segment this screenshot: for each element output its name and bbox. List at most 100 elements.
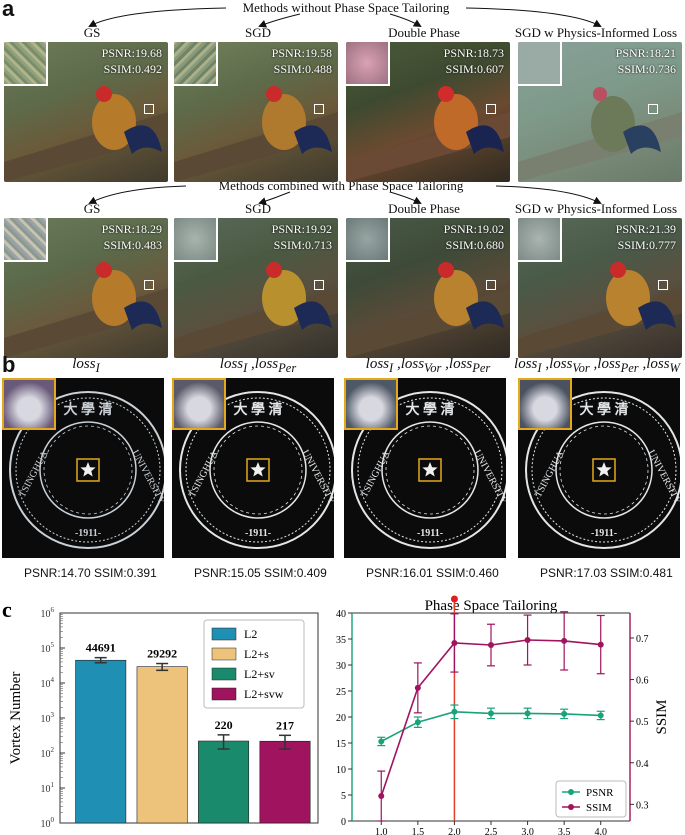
data-point-psnr	[378, 738, 385, 745]
data-point-ssim	[451, 639, 458, 646]
seal-inner-ring	[39, 421, 137, 519]
seal-caption-3: PSNR:16.01 SSIM:0.460	[366, 566, 499, 580]
row1-method-sgd: SGD	[244, 25, 271, 40]
tailoring-marker	[450, 595, 458, 603]
y-tick-label: 105	[41, 641, 55, 655]
panel-a-letter: a	[2, 0, 15, 21]
seal-inner-ring	[555, 421, 653, 519]
metric-ssim: SSIM:0.488	[273, 62, 332, 76]
bar-value-label: 220	[215, 718, 233, 732]
panel-c-letter: c	[2, 597, 12, 622]
y-left-tick-label: 10	[336, 765, 346, 776]
x-tick-label: 4.0	[594, 827, 607, 835]
rooster-image-row2-sgd-pil: PSNR:21.39 SSIM:0.777	[518, 218, 682, 358]
bar-l2-s	[136, 666, 188, 824]
y-left-tick-label: 15	[336, 739, 346, 750]
x-tick-label: 1.0	[375, 827, 388, 835]
star-icon	[80, 462, 96, 477]
data-point-psnr	[597, 712, 604, 719]
data-point-ssim	[597, 641, 604, 648]
seal-image-2: 大 學 清 TSINGHUA UNIVERSITY -1911-	[172, 378, 334, 558]
seal-text-bottom: -1911-	[245, 528, 271, 539]
seal-image-3: 大 學 清 TSINGHUA UNIVERSITY -1911-	[344, 378, 506, 558]
metric-ssim: SSIM:0.607	[445, 62, 504, 76]
metric-ssim: SSIM:0.777	[617, 238, 676, 252]
metric-ssim: SSIM:0.483	[103, 238, 162, 252]
row1-method-double-phase: Double Phase	[388, 25, 460, 40]
seal-text-right: UNIVERSITY	[645, 448, 680, 506]
row1-method-gs: GS	[83, 25, 101, 40]
seal-outer-ring	[525, 391, 680, 549]
y-right-tick-label: 0.5	[636, 717, 649, 728]
seal-center-box	[246, 458, 270, 482]
seal-title-1: lossI	[72, 356, 100, 375]
vortex-bar-chart: c 100 101 102 103 104 105 106 Vortex Number 44691…	[2, 597, 319, 830]
y-axis-label-left: PSNR in dB	[330, 680, 334, 754]
metric-psnr: PSNR:18.29	[101, 222, 162, 236]
rooster-image-row1-sgd: PSNR:19.58 SSIM:0.488	[174, 42, 338, 182]
seal-inner-ring	[209, 421, 307, 519]
x-tick-label: 3.5	[558, 827, 571, 835]
legend-label: L2+sv	[244, 667, 275, 681]
data-point-psnr	[524, 710, 531, 717]
metric-psnr: PSNR:19.68	[101, 46, 162, 60]
seal-outer-ring	[179, 391, 334, 549]
seal-rope-ring	[185, 397, 331, 543]
data-point-ssim	[524, 637, 531, 644]
row-bracket-arrows	[88, 7, 602, 205]
metric-ssim: SSIM:0.713	[273, 238, 332, 252]
seal-inner-ring	[381, 421, 479, 519]
y-tick-label: 106	[41, 606, 55, 620]
y-tick-label: 104	[41, 676, 55, 690]
seal-title-2: lossI ,lossPer	[219, 356, 297, 375]
bar-value-label: 217	[276, 718, 294, 732]
rooster-image-row2-gs: PSNR:18.29 SSIM:0.483	[4, 218, 168, 358]
seal-text-bottom: -1911-	[417, 528, 443, 539]
seal-rope-ring	[15, 397, 161, 543]
data-point-psnr	[451, 708, 458, 715]
panel-b-letter: b	[2, 352, 16, 377]
seal-center-box	[592, 458, 616, 482]
seal-center-box	[76, 458, 100, 482]
seal-text-right: UNIVERSITY	[129, 448, 164, 506]
legend-swatch	[211, 627, 237, 641]
legend-label: PSNR	[586, 787, 614, 799]
bar-l2	[75, 659, 127, 824]
seal-center-box	[418, 458, 442, 482]
seal-text-bottom: -1911-	[591, 528, 617, 539]
legend-label: SSIM	[586, 802, 612, 814]
y-right-tick-label: 0.4	[636, 759, 649, 770]
bar-value-label: 44691	[86, 641, 116, 655]
seal-text-right: UNIVERSITY	[299, 448, 334, 506]
star-icon	[250, 462, 266, 477]
rooster-image-row1-gs: PSNR:19.68 SSIM:0.492	[4, 42, 168, 182]
data-point-ssim	[561, 637, 568, 644]
seal-inner-dash-ring	[213, 425, 303, 515]
bar-l2-svw	[259, 740, 311, 824]
seal-text-right: UNIVERSITY	[471, 448, 506, 506]
seal-inner-dash-ring	[385, 425, 475, 515]
metric-psnr: PSNR:18.21	[615, 46, 676, 60]
rooster-image-row1-sgd-pil: PSNR:18.21 SSIM:0.736	[518, 42, 682, 182]
y-left-tick-label: 25	[336, 687, 346, 698]
seal-caption-2: PSNR:15.05 SSIM:0.409	[194, 566, 327, 580]
seal-text-top: 大 學 清	[64, 401, 113, 418]
y-tick-label: 101	[41, 781, 55, 795]
data-point-psnr	[488, 710, 494, 717]
y-tick-label: 100	[41, 816, 55, 830]
seal-caption-4: PSNR:17.03 SSIM:0.481	[540, 566, 673, 580]
legend-swatch	[211, 647, 237, 661]
legend-label: L2	[244, 627, 257, 641]
metric-psnr: PSNR:19.58	[271, 46, 332, 60]
star-icon	[596, 462, 612, 477]
seal-title-3: lossI ,lossVor ,lossPer	[365, 356, 491, 375]
metric-psnr: PSNR:19.92	[271, 222, 332, 236]
seal-inner-dash-ring	[559, 425, 649, 515]
seal-text-bottom: -1911-	[75, 528, 101, 539]
y-right-tick-label: 0.7	[636, 634, 649, 645]
bar-l2-sv	[198, 740, 250, 824]
x-tick-label: 2.5	[485, 827, 498, 835]
seal-zoom-inset	[518, 378, 572, 430]
